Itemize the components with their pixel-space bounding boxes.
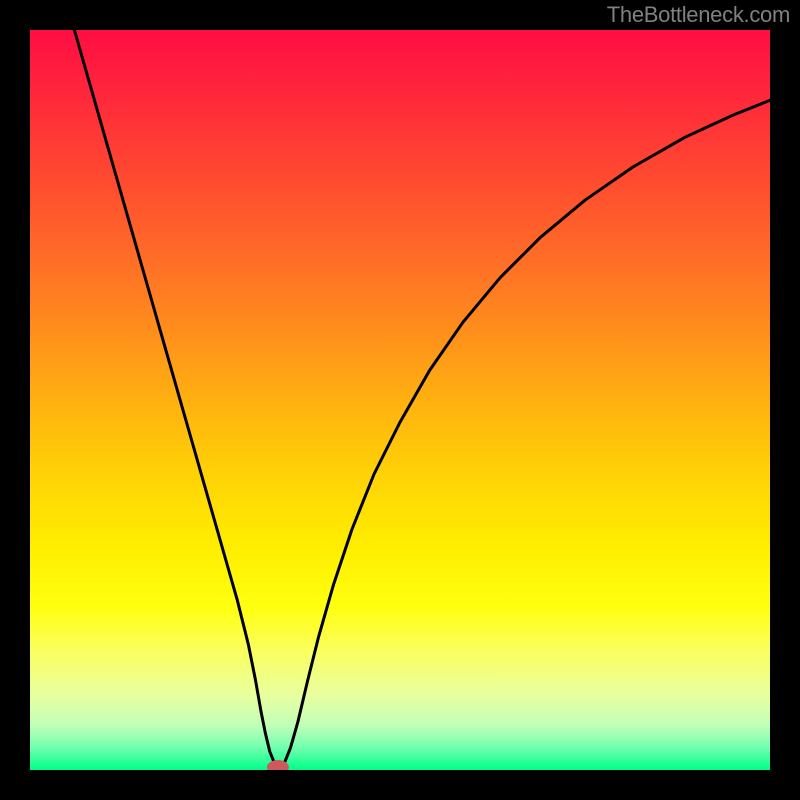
watermark-text: TheBottleneck.com <box>607 2 790 28</box>
chart-background <box>30 30 770 770</box>
bottleneck-chart <box>30 30 770 770</box>
